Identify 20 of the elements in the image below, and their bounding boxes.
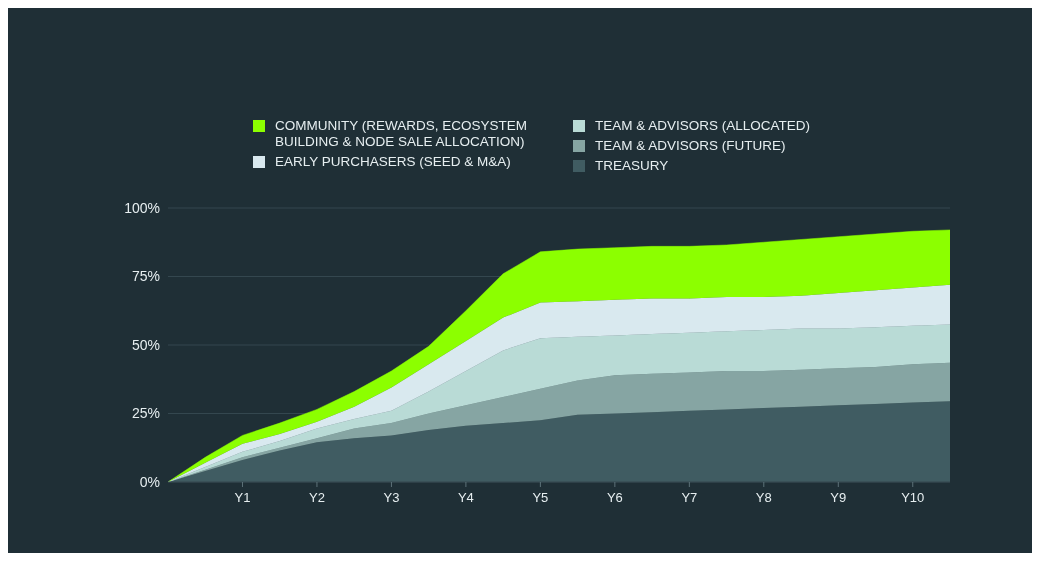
y-tick-label: 100% [124, 199, 160, 216]
legend-label: TEAM & ADVISORS (ALLOCATED) [595, 118, 811, 134]
x-tick-label: Y7 [681, 490, 698, 505]
x-tick-label: Y6 [606, 490, 623, 505]
x-tick-label: Y8 [755, 490, 772, 505]
x-tick-label: Y9 [830, 490, 847, 505]
x-tick-label: Y4 [457, 490, 474, 505]
y-tick-label: 75% [131, 268, 160, 285]
legend-label: TREASURY [595, 158, 669, 174]
x-tick-label: Y5 [532, 490, 549, 505]
y-tick-label: 25% [131, 405, 160, 422]
legend-label: COMMUNITY (REWARDS, ECOSYSTEM BUILDING & NODE SALE ALLOCATION) [275, 118, 528, 150]
x-tick-label: Y3 [383, 490, 400, 505]
y-tick-label: 0% [139, 473, 160, 490]
x-tick-label: Y2 [309, 490, 325, 505]
legend-label: TEAM & ADVISORS (FUTURE) [595, 138, 786, 154]
x-tick-label: Y10 [901, 490, 925, 505]
x-tick-label: Y1 [234, 490, 251, 505]
legend-label: EARLY PURCHASERS (SEED & M&A) [275, 154, 511, 170]
y-tick-label: 50% [131, 336, 160, 353]
